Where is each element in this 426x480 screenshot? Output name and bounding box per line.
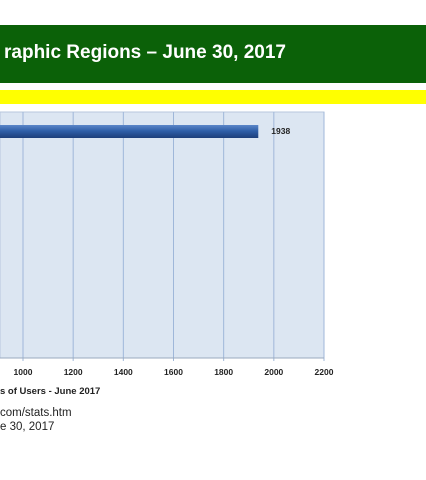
chart-title: raphic Regions – June 30, 2017 — [4, 42, 286, 63]
accent-stripe — [0, 90, 426, 104]
x-tick-label: 1000 — [14, 367, 33, 377]
bar-value-label: 1938 — [271, 126, 290, 136]
x-tick-label: 1800 — [214, 367, 233, 377]
x-tick-label: 2000 — [264, 367, 283, 377]
x-tick-label: 1200 — [64, 367, 83, 377]
x-tick-label: 1600 — [164, 367, 183, 377]
bar-chart: 1938 1000 1200 1400 1600 1800 2000 2200 — [0, 111, 334, 377]
source-url: com/stats.htm — [0, 407, 72, 419]
x-tick-labels: 1000 1200 1400 1600 1800 2000 2200 — [14, 367, 334, 377]
title-bar: raphic Regions – June 30, 2017 — [0, 25, 426, 83]
bar — [0, 125, 259, 138]
bars: 1938 — [0, 125, 290, 138]
x-tick-label: 2200 — [315, 367, 334, 377]
x-axis-label: s of Users - June 2017 — [0, 386, 101, 397]
source-date: e 30, 2017 — [0, 421, 55, 433]
plot-area — [0, 111, 325, 359]
x-tick-label: 1400 — [114, 367, 133, 377]
gridlines — [0, 112, 325, 361]
